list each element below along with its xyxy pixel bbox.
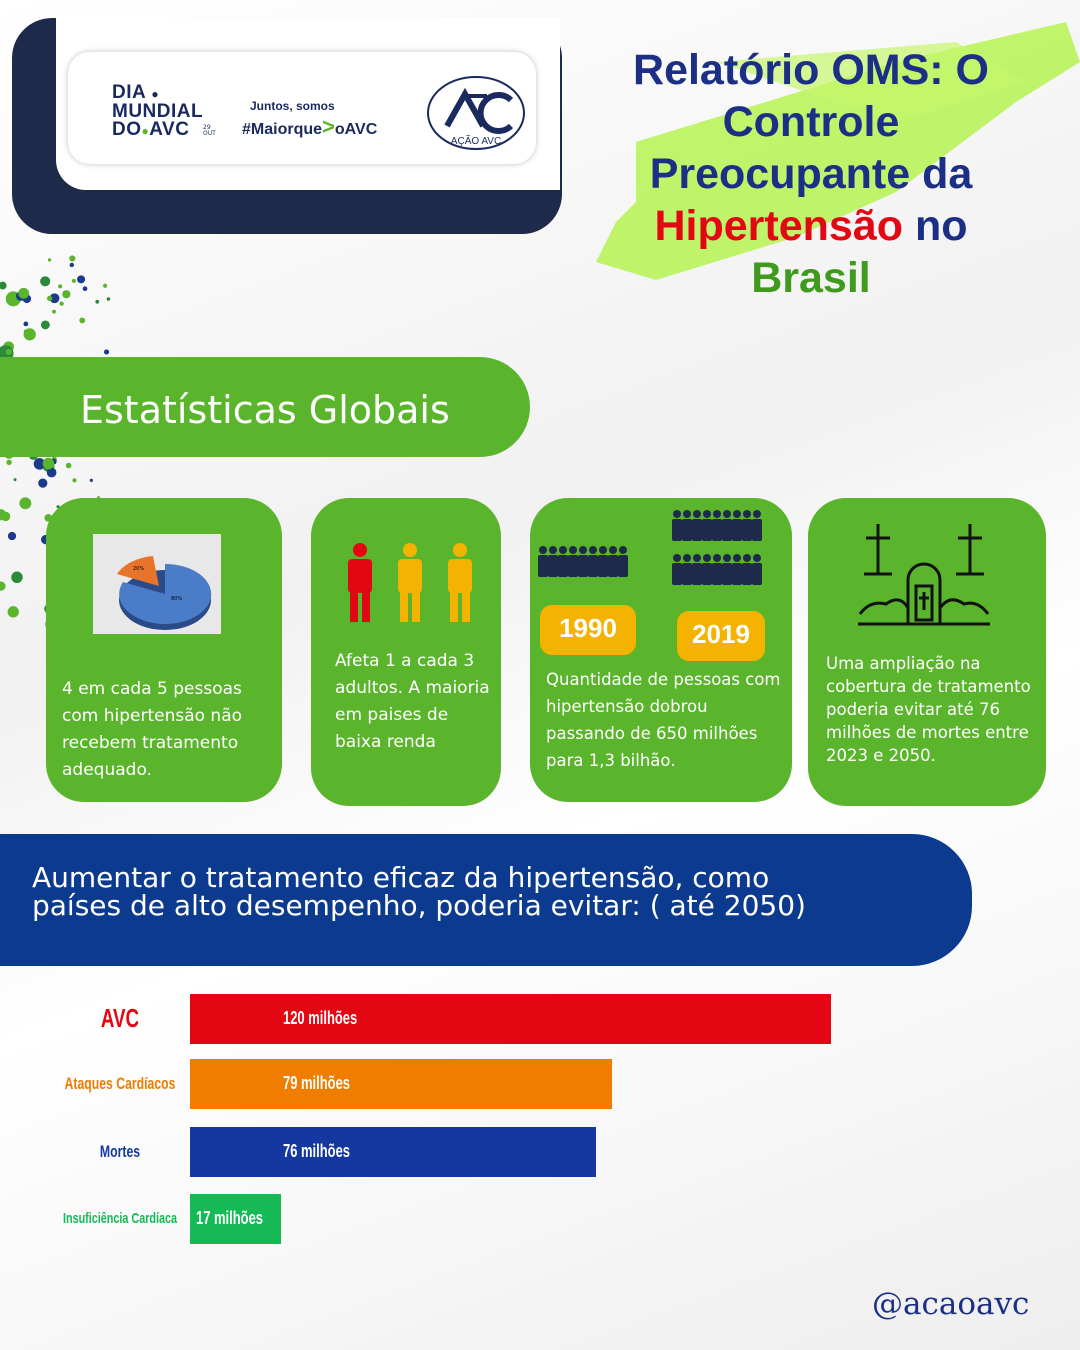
bar <box>190 1127 596 1177</box>
bar-category-label: Insuficiência Cardíaca <box>62 1210 178 1227</box>
svg-text:AÇÃO AVC: AÇÃO AVC <box>451 134 501 147</box>
graves-icon <box>858 524 990 626</box>
svg-text:80%: 80% <box>171 596 182 602</box>
stat-card-deaths <box>808 498 1046 806</box>
bar-category-label: Ataques Cardíacos <box>64 1073 176 1093</box>
section-banner <box>0 357 530 457</box>
bar-value-label: 79 milhões <box>283 1073 350 1093</box>
page-title: Relatório OMS: O Controle Preocupante da… <box>633 46 989 302</box>
info-banner <box>0 834 972 966</box>
bar <box>190 1194 281 1244</box>
bar-value-label: 17 milhões <box>196 1208 263 1228</box>
tagline-hashtag: #Maiorque>oAVC <box>242 114 378 139</box>
crowd-icon <box>538 510 762 585</box>
stat-card-growth-text: Quantidade de pessoas com hipertensão do… <box>546 670 781 770</box>
prevention-bar-chart: AVC 120 milhões Ataques Cardíacos 79 milhõe… <box>20 985 1060 1255</box>
bar-category-label: AVC <box>100 1003 140 1034</box>
svg-text:20%: 20% <box>133 566 144 572</box>
logo-date: 29 OUT <box>203 124 216 137</box>
dia-mundial-avc-logo: DIA ● MUNDIAL DO●AVC <box>112 82 204 140</box>
stat-card-adults-text: Afeta 1 a cada 3 adultos. A maioria em p… <box>335 651 490 752</box>
year-1990-label: 1990 <box>559 613 617 643</box>
info-banner-text: Aumentar o tratamento eficaz da hiperten… <box>32 861 806 922</box>
stat-card-deaths-text: Uma ampliação na cobertura de tratamento… <box>826 654 1031 765</box>
bar <box>190 1059 612 1109</box>
people-icon <box>348 543 472 622</box>
bar <box>190 994 831 1044</box>
year-2019-label: 2019 <box>692 619 750 649</box>
acao-avc-logo: AÇÃO AVC <box>427 76 525 150</box>
green-brush-stroke <box>596 22 1080 280</box>
year-badge-1990 <box>540 605 636 655</box>
bar-value-label: 76 milhões <box>283 1141 350 1161</box>
section-banner-title: Estatísticas Globais <box>80 388 450 432</box>
social-handle: @acaoavc <box>872 1286 1030 1322</box>
tagline-top: Juntos, somos <box>250 99 335 113</box>
bar-category-label: Mortes <box>99 1141 141 1161</box>
bar-value-label: 120 milhões <box>283 1008 358 1028</box>
stat-card-treatment-text: 4 em cada 5 pessoas com hipertensão não … <box>62 679 243 780</box>
year-badge-2019 <box>677 611 765 661</box>
pie-chart-icon: 20% 80% <box>93 534 221 634</box>
